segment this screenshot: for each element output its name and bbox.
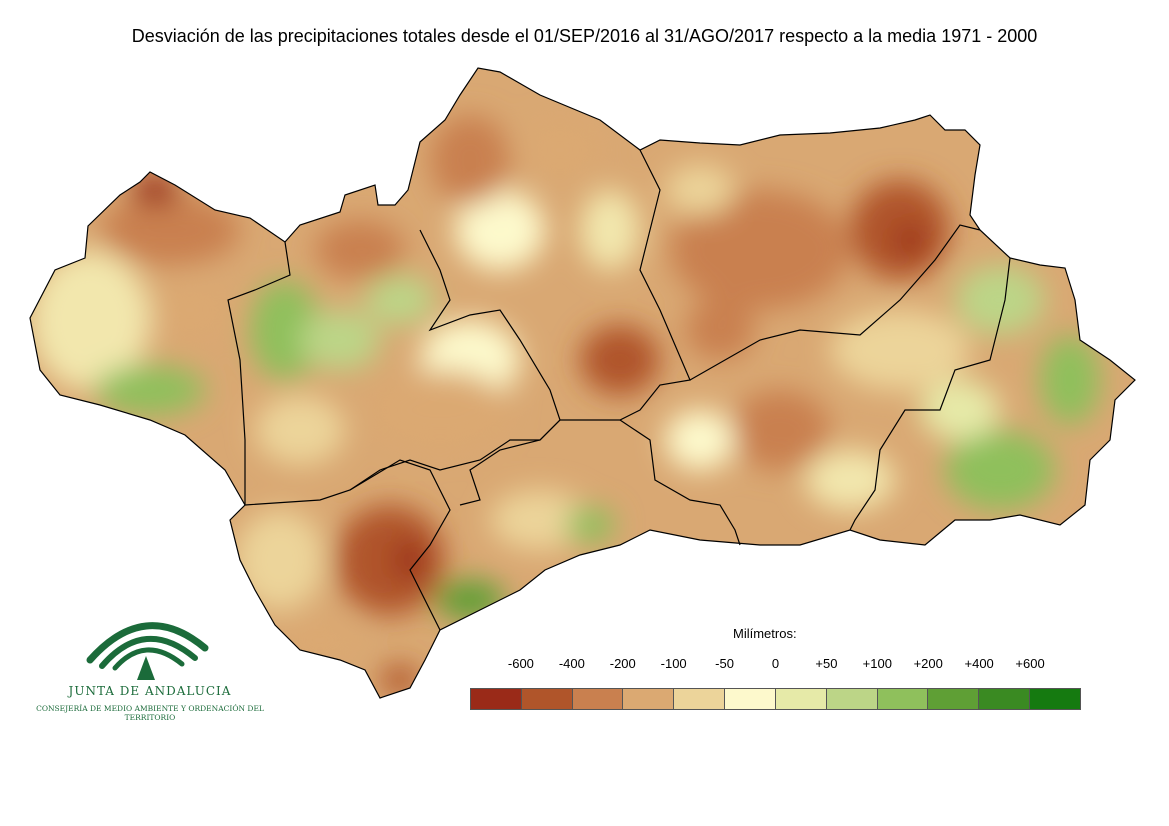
border-granada-almeria	[849, 257, 1011, 531]
junta-emblem-icon	[86, 622, 209, 680]
legend-tick-label: +600	[1015, 656, 1045, 671]
legend-tick-label: -50	[715, 656, 734, 671]
legend-tick-label: +50	[815, 656, 838, 671]
border-malaga-granada	[459, 419, 561, 506]
legend-swatch	[674, 689, 726, 709]
legend-swatch	[928, 689, 980, 709]
border-huelva-sevilla	[227, 241, 291, 505]
legend-swatch	[572, 689, 624, 709]
border-jaen-granada	[689, 224, 981, 381]
border-cordoba-granada	[619, 419, 741, 546]
legend-tick-label: -100	[660, 656, 687, 671]
border-cadiz-malaga	[349, 459, 451, 631]
legend-tick-label: +400	[964, 656, 994, 671]
legend-tick-label: -600	[507, 656, 534, 671]
legend-swatch	[877, 689, 929, 709]
legend-swatch	[725, 689, 776, 709]
legend-color-bar	[470, 688, 1081, 710]
logo-department: CONSEJERÍA DE MEDIO AMBIENTE Y ORDENACIÓ…	[36, 704, 264, 722]
legend-tick-label: -400	[558, 656, 585, 671]
logo-name: JUNTA DE ANDALUCIA	[68, 684, 232, 698]
legend-swatch	[1030, 689, 1080, 709]
province-borders	[29, 67, 1136, 699]
legend-tick-label: 0	[771, 656, 780, 671]
legend-swatch	[979, 689, 1031, 709]
legend-swatch	[775, 689, 827, 709]
legend-tick-label: +200	[913, 656, 943, 671]
legend-swatch	[521, 689, 573, 709]
legend-swatch	[826, 689, 878, 709]
legend-swatch	[471, 689, 522, 709]
legend-tick-label: +100	[862, 656, 892, 671]
junta-logo: JUNTA DE ANDALUCIA CONSEJERÍA DE MEDIO A…	[20, 608, 280, 722]
legend-unit-label: Milímetros:	[733, 626, 797, 641]
legend-tick-label: -200	[609, 656, 636, 671]
legend-swatch	[623, 689, 675, 709]
map-title: Desviación de las precipitaciones totale…	[131, 26, 1038, 46]
